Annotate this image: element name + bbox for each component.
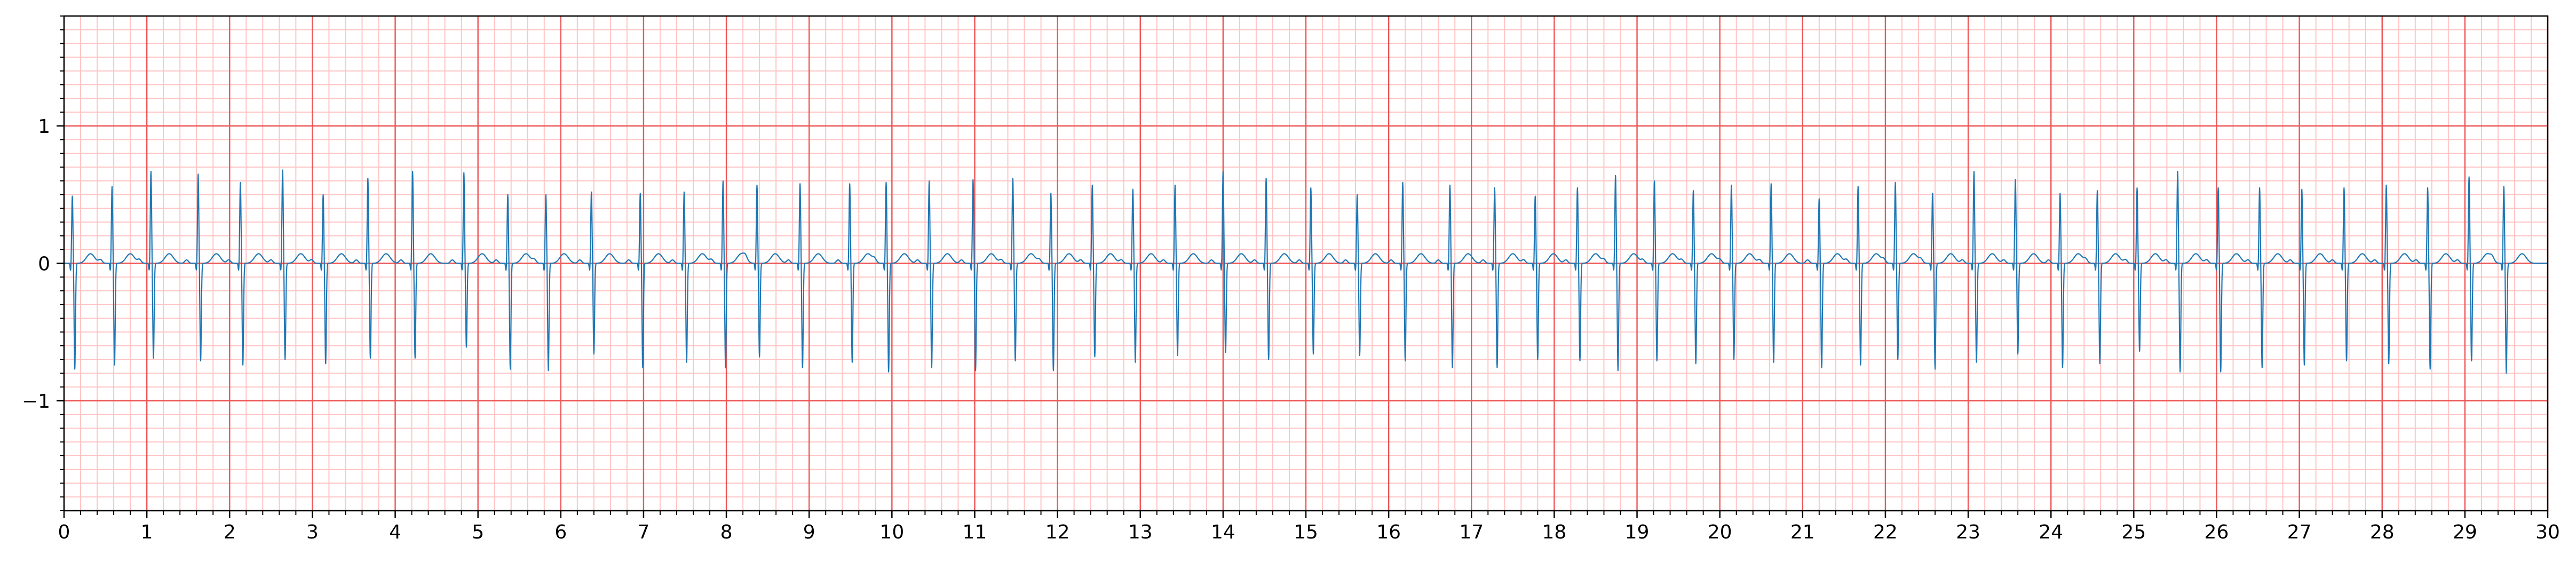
x-tick-label: 5 bbox=[472, 521, 484, 543]
x-tick-label: 6 bbox=[554, 521, 567, 543]
x-tick-label: 15 bbox=[1294, 521, 1318, 543]
x-axis: 0 1 2 3 4 5 6 7 8 9 10 11 12 13 14 15 16 17 18 19 20 21 22 23 24… bbox=[58, 511, 2560, 543]
x-tick-label: 13 bbox=[1128, 521, 1153, 543]
y-tick-label: 1 bbox=[38, 116, 50, 138]
x-tick-label: 20 bbox=[1708, 521, 1732, 543]
x-tick-label: 4 bbox=[389, 521, 401, 543]
x-tick-label: 26 bbox=[2205, 521, 2229, 543]
x-tick-label: 10 bbox=[879, 521, 904, 543]
x-tick-label: 1 bbox=[141, 521, 153, 543]
x-tick-label: 21 bbox=[1790, 521, 1815, 543]
x-tick-label: 14 bbox=[1211, 521, 1235, 543]
x-tick-label: 29 bbox=[2453, 521, 2477, 543]
x-tick-label: 28 bbox=[2370, 521, 2395, 543]
x-tick-label: 30 bbox=[2535, 521, 2560, 543]
ecg-trace-line bbox=[64, 169, 2548, 374]
x-tick-label: 8 bbox=[720, 521, 733, 543]
y-tick-label: −1 bbox=[22, 391, 50, 413]
x-tick-label: 18 bbox=[1542, 521, 1566, 543]
x-tick-label: 22 bbox=[1873, 521, 1898, 543]
x-tick-label: 9 bbox=[803, 521, 815, 543]
x-tick-label: 2 bbox=[224, 521, 236, 543]
y-tick-label: 0 bbox=[38, 253, 50, 275]
x-tick-label: 16 bbox=[1376, 521, 1401, 543]
x-tick-label: 24 bbox=[2039, 521, 2063, 543]
x-tick-label: 3 bbox=[306, 521, 319, 543]
x-tick-label: 7 bbox=[637, 521, 649, 543]
x-tick-label: 17 bbox=[1459, 521, 1484, 543]
x-tick-label: 12 bbox=[1045, 521, 1070, 543]
x-tick-label: 11 bbox=[963, 521, 987, 543]
x-tick-label: 27 bbox=[2287, 521, 2312, 543]
x-tick-label: 19 bbox=[1625, 521, 1650, 543]
y-axis: −1 0 1 bbox=[22, 15, 64, 511]
x-tick-label: 25 bbox=[2121, 521, 2146, 543]
x-tick-label: 23 bbox=[1956, 521, 1980, 543]
x-tick-label: 0 bbox=[58, 521, 70, 543]
